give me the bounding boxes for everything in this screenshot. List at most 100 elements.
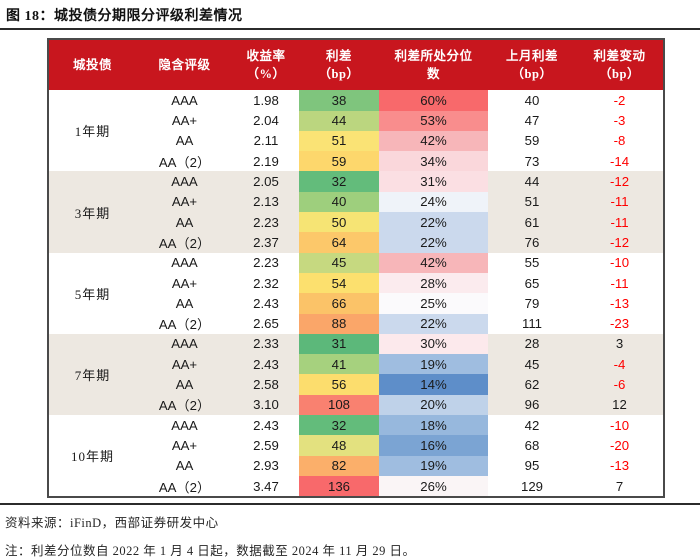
rating-cell: AA（2） xyxy=(136,394,233,415)
table-row: AA 2.93 82 19% 95 -13 xyxy=(48,455,664,476)
yield-cell: 3.10 xyxy=(233,394,299,415)
header-line1: 利差所处分位 xyxy=(394,49,473,63)
spread-cell: 38 xyxy=(299,90,379,111)
header-line2: （bp） xyxy=(511,67,553,82)
percentile-cell: 30% xyxy=(379,333,488,355)
table-row: AA（2） 3.10 108 20% 96 12 xyxy=(48,394,664,415)
change-cell: -13 xyxy=(576,293,664,314)
yield-cell: 3.47 xyxy=(233,475,299,498)
header-cell-1: 隐含评级 xyxy=(136,39,233,90)
prev-spread-cell: 45 xyxy=(488,354,576,375)
yield-cell: 2.43 xyxy=(233,415,299,436)
change-cell: -13 xyxy=(576,455,664,476)
prev-spread-cell: 47 xyxy=(488,110,576,131)
footer-divider xyxy=(0,503,700,506)
header-cell-3: 利差 （bp） xyxy=(299,39,379,90)
rating-cell: AAA xyxy=(136,252,233,273)
percentile-cell: 16% xyxy=(379,435,488,456)
rating-cell: AA（2） xyxy=(136,151,233,172)
prev-spread-cell: 129 xyxy=(488,475,576,498)
maturity-cell: 7年期 xyxy=(48,333,136,415)
header-cell-2: 收益率 （%） xyxy=(233,39,299,90)
change-cell: -23 xyxy=(576,313,664,334)
spread-cell: 31 xyxy=(299,333,379,355)
table-row: AA 2.11 51 42% 59 -8 xyxy=(48,130,664,152)
rating-cell: AAA xyxy=(136,171,233,192)
header-line1: 隐含评级 xyxy=(158,58,211,73)
yield-cell: 2.43 xyxy=(233,354,299,375)
yield-cell: 1.98 xyxy=(233,90,299,111)
yield-cell: 2.32 xyxy=(233,272,299,294)
spread-cell: 45 xyxy=(299,252,379,273)
table-row: AA 2.43 66 25% 79 -13 xyxy=(48,293,664,314)
title-divider xyxy=(0,28,700,30)
figure-title: 图 18：城投债分期限分评级利差情况 xyxy=(6,9,243,24)
header-line2: （bp） xyxy=(599,67,640,82)
change-cell: -20 xyxy=(576,435,664,456)
header-line1: 城投债 xyxy=(72,58,112,73)
prev-spread-cell: 95 xyxy=(488,455,576,476)
change-cell: -3 xyxy=(576,110,664,131)
change-cell: -14 xyxy=(576,151,664,172)
prev-spread-cell: 44 xyxy=(488,171,576,192)
table-container: 城投债 隐含评级 收益率 （%） 利差 （bp） 利差所处分位数 上月利差 （bp） 利差变动 （b… xyxy=(47,38,665,499)
percentile-cell: 22% xyxy=(379,313,488,334)
maturity-cell: 5年期 xyxy=(48,252,136,334)
header-line1: 上月利差 xyxy=(505,49,558,63)
spread-cell: 108 xyxy=(299,394,379,415)
spread-cell: 54 xyxy=(299,272,379,294)
prev-spread-cell: 42 xyxy=(488,415,576,436)
change-cell: -11 xyxy=(576,212,664,233)
yield-cell: 2.93 xyxy=(233,455,299,476)
change-cell: -2 xyxy=(576,90,664,111)
change-cell: 12 xyxy=(576,394,664,415)
table-row: AA+ 2.13 40 24% 51 -11 xyxy=(48,191,664,213)
yield-cell: 2.33 xyxy=(233,333,299,355)
table-row: AA+ 2.43 41 19% 45 -4 xyxy=(48,354,664,375)
rating-cell: AA xyxy=(136,455,233,476)
prev-spread-cell: 96 xyxy=(488,394,576,415)
percentile-cell: 19% xyxy=(379,455,488,476)
rating-cell: AA xyxy=(136,212,233,233)
percentile-cell: 42% xyxy=(379,130,488,152)
yield-cell: 2.58 xyxy=(233,374,299,395)
change-cell: -10 xyxy=(576,252,664,273)
yield-cell: 2.59 xyxy=(233,435,299,456)
prev-spread-cell: 59 xyxy=(488,130,576,152)
rating-cell: AA xyxy=(136,374,233,395)
change-cell: 7 xyxy=(576,475,664,498)
prev-spread-cell: 111 xyxy=(488,313,576,334)
yield-cell: 2.23 xyxy=(233,252,299,273)
percentile-cell: 26% xyxy=(379,475,488,498)
spread-cell: 59 xyxy=(299,151,379,172)
percentile-cell: 14% xyxy=(379,374,488,395)
table-row: 5年期 AAA 2.23 45 42% 55 -10 xyxy=(48,252,664,334)
prev-spread-cell: 62 xyxy=(488,374,576,395)
header-cell-6: 利差变动 （bp） xyxy=(576,39,664,90)
percentile-cell: 19% xyxy=(379,354,488,375)
rating-cell: AAA xyxy=(136,333,233,355)
spread-cell: 41 xyxy=(299,354,379,375)
table-row: AA（2） 3.47 136 26% 129 7 xyxy=(48,475,664,498)
table-row: AA 2.23 50 22% 61 -11 xyxy=(48,212,664,233)
spread-cell: 66 xyxy=(299,293,379,314)
spread-cell: 51 xyxy=(299,130,379,152)
header-cell-0: 城投债 xyxy=(48,39,136,90)
yield-cell: 2.23 xyxy=(233,212,299,233)
source-text: 资料来源：iFinD，西部证券研发中心 xyxy=(5,516,219,531)
rating-cell: AA+ xyxy=(136,272,233,294)
percentile-cell: 53% xyxy=(379,110,488,131)
rating-cell: AAA xyxy=(136,90,233,111)
table-row: AA+ 2.59 48 16% 68 -20 xyxy=(48,435,664,456)
rating-cell: AA（2） xyxy=(136,313,233,334)
prev-spread-cell: 65 xyxy=(488,272,576,294)
percentile-cell: 18% xyxy=(379,415,488,436)
rating-cell: AA+ xyxy=(136,435,233,456)
rating-cell: AA+ xyxy=(136,110,233,131)
table-row: 10年期 AAA 2.43 32 18% 42 -10 xyxy=(48,415,664,498)
prev-spread-cell: 28 xyxy=(488,333,576,355)
change-cell: -12 xyxy=(576,232,664,253)
table-row: AA+ 2.32 54 28% 65 -11 xyxy=(48,272,664,294)
rating-cell: AA（2） xyxy=(136,475,233,498)
yield-cell: 2.05 xyxy=(233,171,299,192)
